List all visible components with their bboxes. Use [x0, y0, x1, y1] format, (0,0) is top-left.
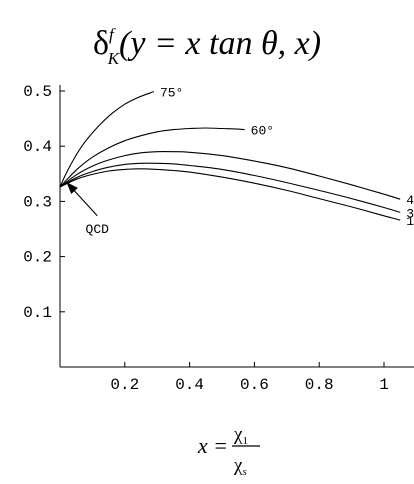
x-tick-label: 0.8: [305, 376, 334, 394]
curve-labels-group: 75° 60° 45°30°15°: [160, 86, 414, 230]
axis-ticks: 0.2 0.4 0.6 0.8 1 0.1 0.2 0.3 0.4 0.5: [23, 83, 389, 394]
x-label-numerator: χ1: [233, 424, 248, 447]
curve-label-15: 15°: [406, 214, 414, 229]
curve-label-45: 45°: [406, 193, 414, 208]
x-tick-label: 0.2: [110, 376, 139, 394]
curve-75: [59, 91, 155, 188]
curve-15: [59, 168, 401, 221]
annotation-label: QCD: [86, 222, 110, 237]
annotation-arrowhead: [66, 182, 78, 194]
curve-45: [59, 151, 401, 200]
y-tick-label: 0.5: [23, 83, 52, 101]
curves-group: [59, 91, 401, 221]
y-tick-label: 0.4: [23, 138, 52, 156]
title-superscript: f: [109, 25, 116, 44]
x-tick-label: 0.6: [240, 376, 269, 394]
title-subscript: K: [107, 49, 121, 68]
chart-title: δf K(y = x tan θ, x): [93, 25, 321, 68]
title-arguments: (y = x tan θ, x): [119, 25, 321, 62]
x-axis-label: x = χ1 χs: [197, 424, 260, 478]
y-tick-label: 0.2: [23, 249, 52, 267]
curve-label-60: 60°: [251, 124, 274, 139]
curve-60: [59, 127, 245, 188]
x-tick-label: 0.4: [175, 376, 204, 394]
y-tick-label: 0.1: [23, 304, 52, 322]
curve-label-30: 30°: [406, 206, 414, 221]
title-delta: δ: [93, 25, 109, 62]
x-label-lhs: x =: [197, 433, 228, 458]
curve-label-75: 75°: [160, 86, 183, 101]
annotation-group: QCD: [66, 181, 110, 237]
y-tick-label: 0.3: [23, 193, 52, 211]
curve-30: [59, 162, 401, 213]
x-tick-label: 1: [379, 376, 389, 394]
x-label-denominator: χs: [233, 455, 247, 478]
